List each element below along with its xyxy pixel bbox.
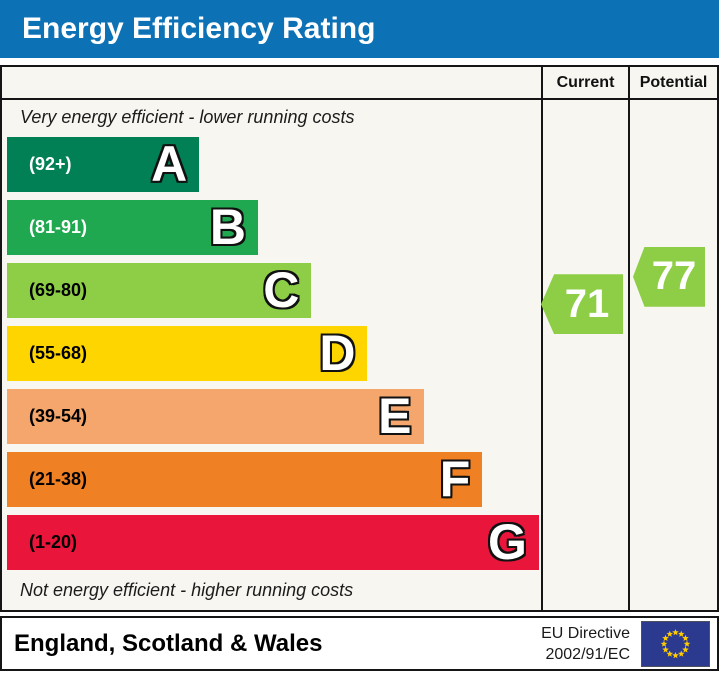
- band-letter: A: [151, 136, 188, 192]
- potential-rating-arrow: 77: [633, 246, 705, 307]
- band-letter: F: [439, 451, 471, 507]
- band-range-label: (21-38): [29, 469, 88, 489]
- eu-directive-line2: 2002/91/EC: [545, 645, 630, 663]
- footer-bar: England, Scotland & Wales EU Directive 2…: [0, 616, 719, 671]
- band-row-e: (39-54) E: [7, 389, 541, 444]
- band-row-g: (1-20) G: [7, 515, 541, 570]
- band-range-label: (55-68): [29, 343, 88, 363]
- bottom-note: Not energy efficient - higher running co…: [20, 580, 354, 600]
- region-label: England, Scotland & Wales: [14, 629, 323, 657]
- band-row-a: (92+) A: [7, 137, 541, 192]
- band-range-label: (39-54): [29, 406, 88, 426]
- eu-flag-icon: [641, 620, 710, 667]
- rating-bands: Very energy efficient - lower running co…: [2, 100, 541, 610]
- band-letter: E: [378, 388, 412, 444]
- band-bar-a: (92+) A: [7, 136, 200, 192]
- potential-column-header: Potential: [628, 67, 717, 98]
- top-note: Very energy efficient - lower running co…: [20, 107, 355, 127]
- band-range-label: (69-80): [29, 280, 88, 300]
- page-title: Energy Efficiency Rating: [22, 12, 376, 45]
- eu-directive-label: EU Directive 2002/91/EC: [541, 623, 630, 665]
- band-bar-b: (81-91) B: [7, 200, 258, 255]
- band-row-f: (21-38) F: [7, 452, 541, 507]
- band-bar-d: (55-68) D: [7, 325, 368, 381]
- current-column-header: Current: [541, 67, 628, 98]
- chart-body: Very energy efficient - lower running co…: [2, 100, 717, 610]
- column-header-row: Current Potential: [2, 67, 717, 100]
- band-range-label: (92+): [29, 154, 72, 174]
- band-range-label: (81-91): [29, 217, 88, 237]
- band-list: (92+) A (81-91) B (69-80) C (55-68) D (39-54) E (2…: [7, 137, 541, 570]
- band-letter: C: [263, 262, 300, 318]
- band-bar-f: (21-38) F: [7, 451, 483, 507]
- eu-directive-line1: EU Directive: [541, 624, 630, 642]
- band-bar-c: (69-80) C: [7, 262, 312, 318]
- band-letter: G: [487, 514, 527, 570]
- band-row-d: (55-68) D: [7, 326, 541, 381]
- band-bar-e: (39-54) E: [7, 389, 424, 444]
- potential-column: [628, 100, 717, 610]
- current-rating-arrow: 71: [541, 274, 623, 335]
- band-letter: D: [319, 325, 356, 381]
- header-spacer: [2, 67, 541, 98]
- rating-chart: Current Potential Very energy efficient …: [0, 65, 719, 612]
- band-letter: B: [209, 199, 246, 255]
- current-column: [541, 100, 628, 610]
- band-row-b: (81-91) B: [7, 200, 541, 255]
- title-bar: Energy Efficiency Rating: [0, 0, 719, 58]
- band-bar-g: (1-20) G: [7, 515, 539, 570]
- band-row-c: (69-80) C: [7, 263, 541, 318]
- band-range-label: (1-20): [29, 532, 78, 552]
